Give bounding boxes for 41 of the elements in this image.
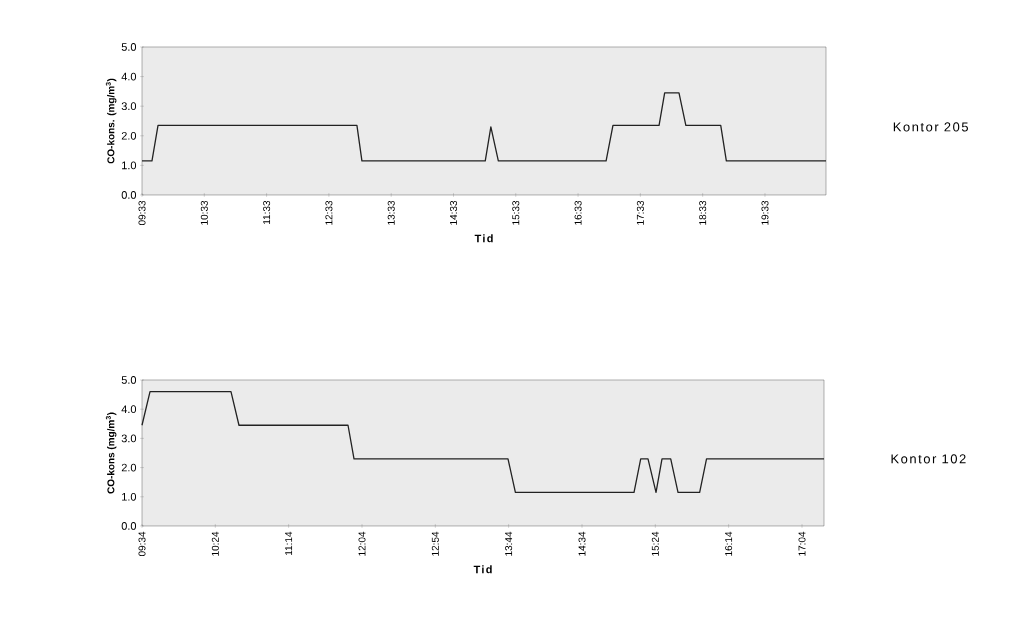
y-tick-label: 0.0 bbox=[121, 522, 137, 530]
x-tick-label: 12:04 bbox=[358, 531, 366, 556]
x-axis-title: Tid bbox=[474, 234, 493, 243]
x-tick-label: 09:34 bbox=[138, 531, 146, 557]
y-tick-label: 2.0 bbox=[121, 463, 137, 472]
y-axis-title: CO-kons (mg/m$^{3}$) bbox=[105, 412, 117, 494]
x-tick-label: 09:33 bbox=[138, 200, 146, 226]
y-axis-title: CO-kons. (mg/m$^{3}$) bbox=[105, 78, 117, 164]
y-tick-label: 5.0 bbox=[121, 43, 137, 51]
x-tick-label: 13:44 bbox=[505, 531, 513, 556]
text: Kontor 205 bbox=[893, 122, 968, 132]
x-axis-title: Tid bbox=[473, 565, 492, 574]
x-tick-label: 14:33 bbox=[449, 200, 458, 225]
x-tick-label: 17:04 bbox=[798, 531, 806, 556]
x-tick-label: 16:14 bbox=[725, 531, 733, 556]
y-tick-label: 2.0 bbox=[121, 131, 137, 140]
text: Kontor 102 bbox=[891, 454, 966, 464]
y-tick-label: 1.0 bbox=[122, 492, 137, 501]
x-tick-label: 18:33 bbox=[699, 200, 707, 225]
x-tick-label: 17:33 bbox=[636, 200, 644, 225]
x-tick-label: 15:24 bbox=[651, 531, 659, 556]
x-tick-label: 12:33 bbox=[325, 200, 333, 225]
x-tick-label: 10:24 bbox=[211, 531, 219, 556]
x-tick-label: 10:33 bbox=[200, 200, 208, 225]
x-tick-label: 13:33 bbox=[387, 200, 395, 225]
x-tick-label: 19:33 bbox=[761, 200, 769, 225]
x-tick-label: 11:14 bbox=[285, 531, 293, 555]
y-tick-label: 4.0 bbox=[121, 405, 137, 414]
line-series bbox=[141, 391, 825, 494]
x-tick-label: 12:54 bbox=[431, 531, 439, 556]
y-tick-label: 3.0 bbox=[121, 434, 137, 443]
x-tick-label: 11:33 bbox=[263, 200, 271, 224]
y-tick-label: 4.0 bbox=[121, 72, 137, 81]
y-tick-label: 5.0 bbox=[121, 376, 137, 384]
line-series bbox=[141, 92, 827, 162]
x-tick-label: 14:34 bbox=[578, 531, 586, 556]
y-tick-label: 0.0 bbox=[121, 191, 137, 199]
y-tick-label: 1.0 bbox=[122, 161, 137, 170]
y-tick-label: 3.0 bbox=[121, 102, 137, 111]
x-tick-label: 16:33 bbox=[574, 200, 582, 225]
x-tick-label: 15:33 bbox=[512, 200, 520, 225]
